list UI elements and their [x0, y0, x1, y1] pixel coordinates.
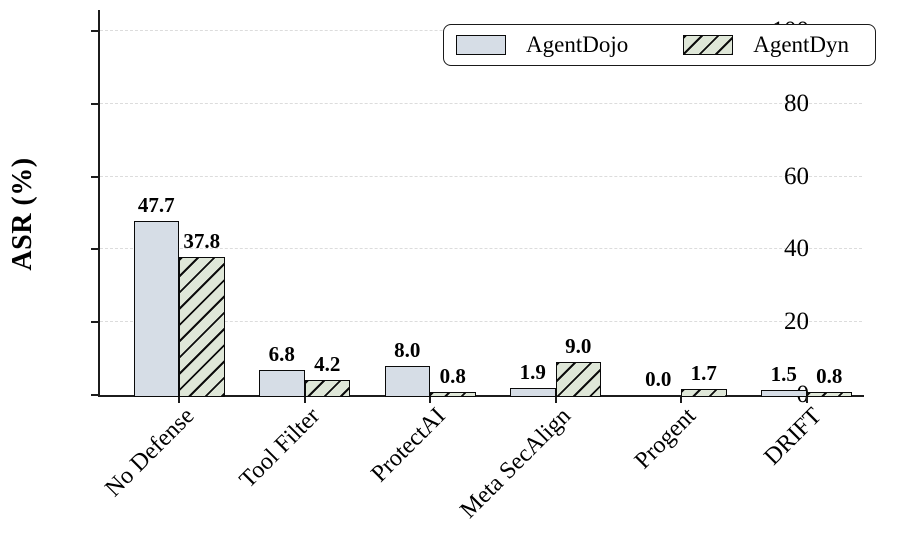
bar-agentdojo-tool-filter	[259, 370, 305, 397]
y-axis-title: ASR (%)	[7, 157, 38, 271]
bar-agentdyn-tool-filter	[304, 379, 350, 397]
bar-agentdyn-drift	[806, 392, 852, 397]
value-label-agentdyn-drift: 0.8	[816, 364, 843, 389]
value-label-agentdojo-tool-filter: 6.8	[268, 342, 295, 367]
value-label-agentdojo-protectai: 8.0	[394, 337, 421, 362]
y-tick-mark-20	[91, 321, 99, 324]
bar-agentdyn-progent	[681, 388, 727, 397]
y-tick-label-20: 20	[784, 308, 809, 336]
legend-label-agentdojo: AgentDojo	[526, 32, 629, 57]
legend-item-agentdojo: AgentDojo	[456, 33, 628, 57]
legend-swatch-agentdyn	[683, 35, 734, 55]
value-label-agentdojo-no-defense: 47.7	[137, 193, 175, 218]
value-label-agentdojo-progent: 0.0	[645, 367, 672, 391]
bar-agentdojo-protectai	[384, 365, 430, 397]
value-label-agentdojo-meta-secalign: 1.9	[519, 360, 546, 385]
value-label-agentdyn-tool-filter: 4.2	[314, 351, 341, 376]
value-label-agentdyn-no-defense: 37.8	[183, 229, 221, 254]
x-tick-mark-meta-secalign	[554, 396, 557, 403]
value-label-agentdojo-drift: 1.5	[770, 361, 797, 386]
category-label-drift: DRIFT	[759, 403, 827, 471]
category-label-protectai: ProtectAI	[366, 403, 451, 488]
x-tick-mark-no-defense	[178, 396, 180, 403]
y-tick-label-40: 40	[784, 235, 809, 263]
y-tick-mark-60	[91, 175, 99, 178]
bar-agentdyn-protectai	[430, 392, 476, 397]
value-label-agentdyn-meta-secalign: 9.0	[565, 334, 592, 359]
category-label-tool-filter: Tool Filter	[234, 403, 325, 494]
y-tick-label-60: 60	[784, 162, 809, 190]
value-label-agentdyn-progent: 1.7	[690, 360, 717, 385]
x-tick-mark-protectai	[429, 396, 431, 403]
gridline-80	[100, 102, 862, 104]
category-label-progent: Progent	[630, 403, 702, 475]
value-label-agentdyn-protectai: 0.8	[439, 364, 466, 389]
y-tick-label-80: 80	[784, 89, 809, 117]
category-label-no-defense: No Defense	[100, 403, 200, 502]
legend-label-agentdyn: AgentDyn	[753, 32, 850, 57]
legend: AgentDojo AgentDyn	[443, 24, 876, 66]
bar-agentdojo-meta-secalign	[510, 388, 556, 397]
x-tick-mark-tool-filter	[303, 396, 306, 403]
bar-agentdojo-no-defense	[133, 221, 179, 397]
y-tick-mark-0	[91, 394, 99, 396]
y-tick-mark-40	[91, 248, 99, 251]
bar-agentdyn-no-defense	[179, 257, 225, 397]
legend-item-agentdyn: AgentDyn	[683, 33, 849, 57]
x-tick-mark-drift	[805, 396, 808, 403]
x-tick-mark-progent	[680, 396, 682, 403]
y-tick-mark-100	[91, 30, 99, 32]
category-label-meta-secalign: Meta SecAlign	[455, 403, 576, 524]
x-axis-spine	[98, 395, 864, 397]
gridline-60	[100, 175, 862, 177]
bar-agentdojo-drift	[761, 389, 807, 397]
y-tick-mark-80	[91, 102, 99, 105]
gridline-40	[100, 248, 862, 250]
bar-agentdyn-meta-secalign	[555, 362, 601, 397]
legend-swatch-agentdojo	[456, 35, 506, 55]
y-axis-spine	[98, 10, 100, 397]
gridline-20	[100, 321, 862, 323]
